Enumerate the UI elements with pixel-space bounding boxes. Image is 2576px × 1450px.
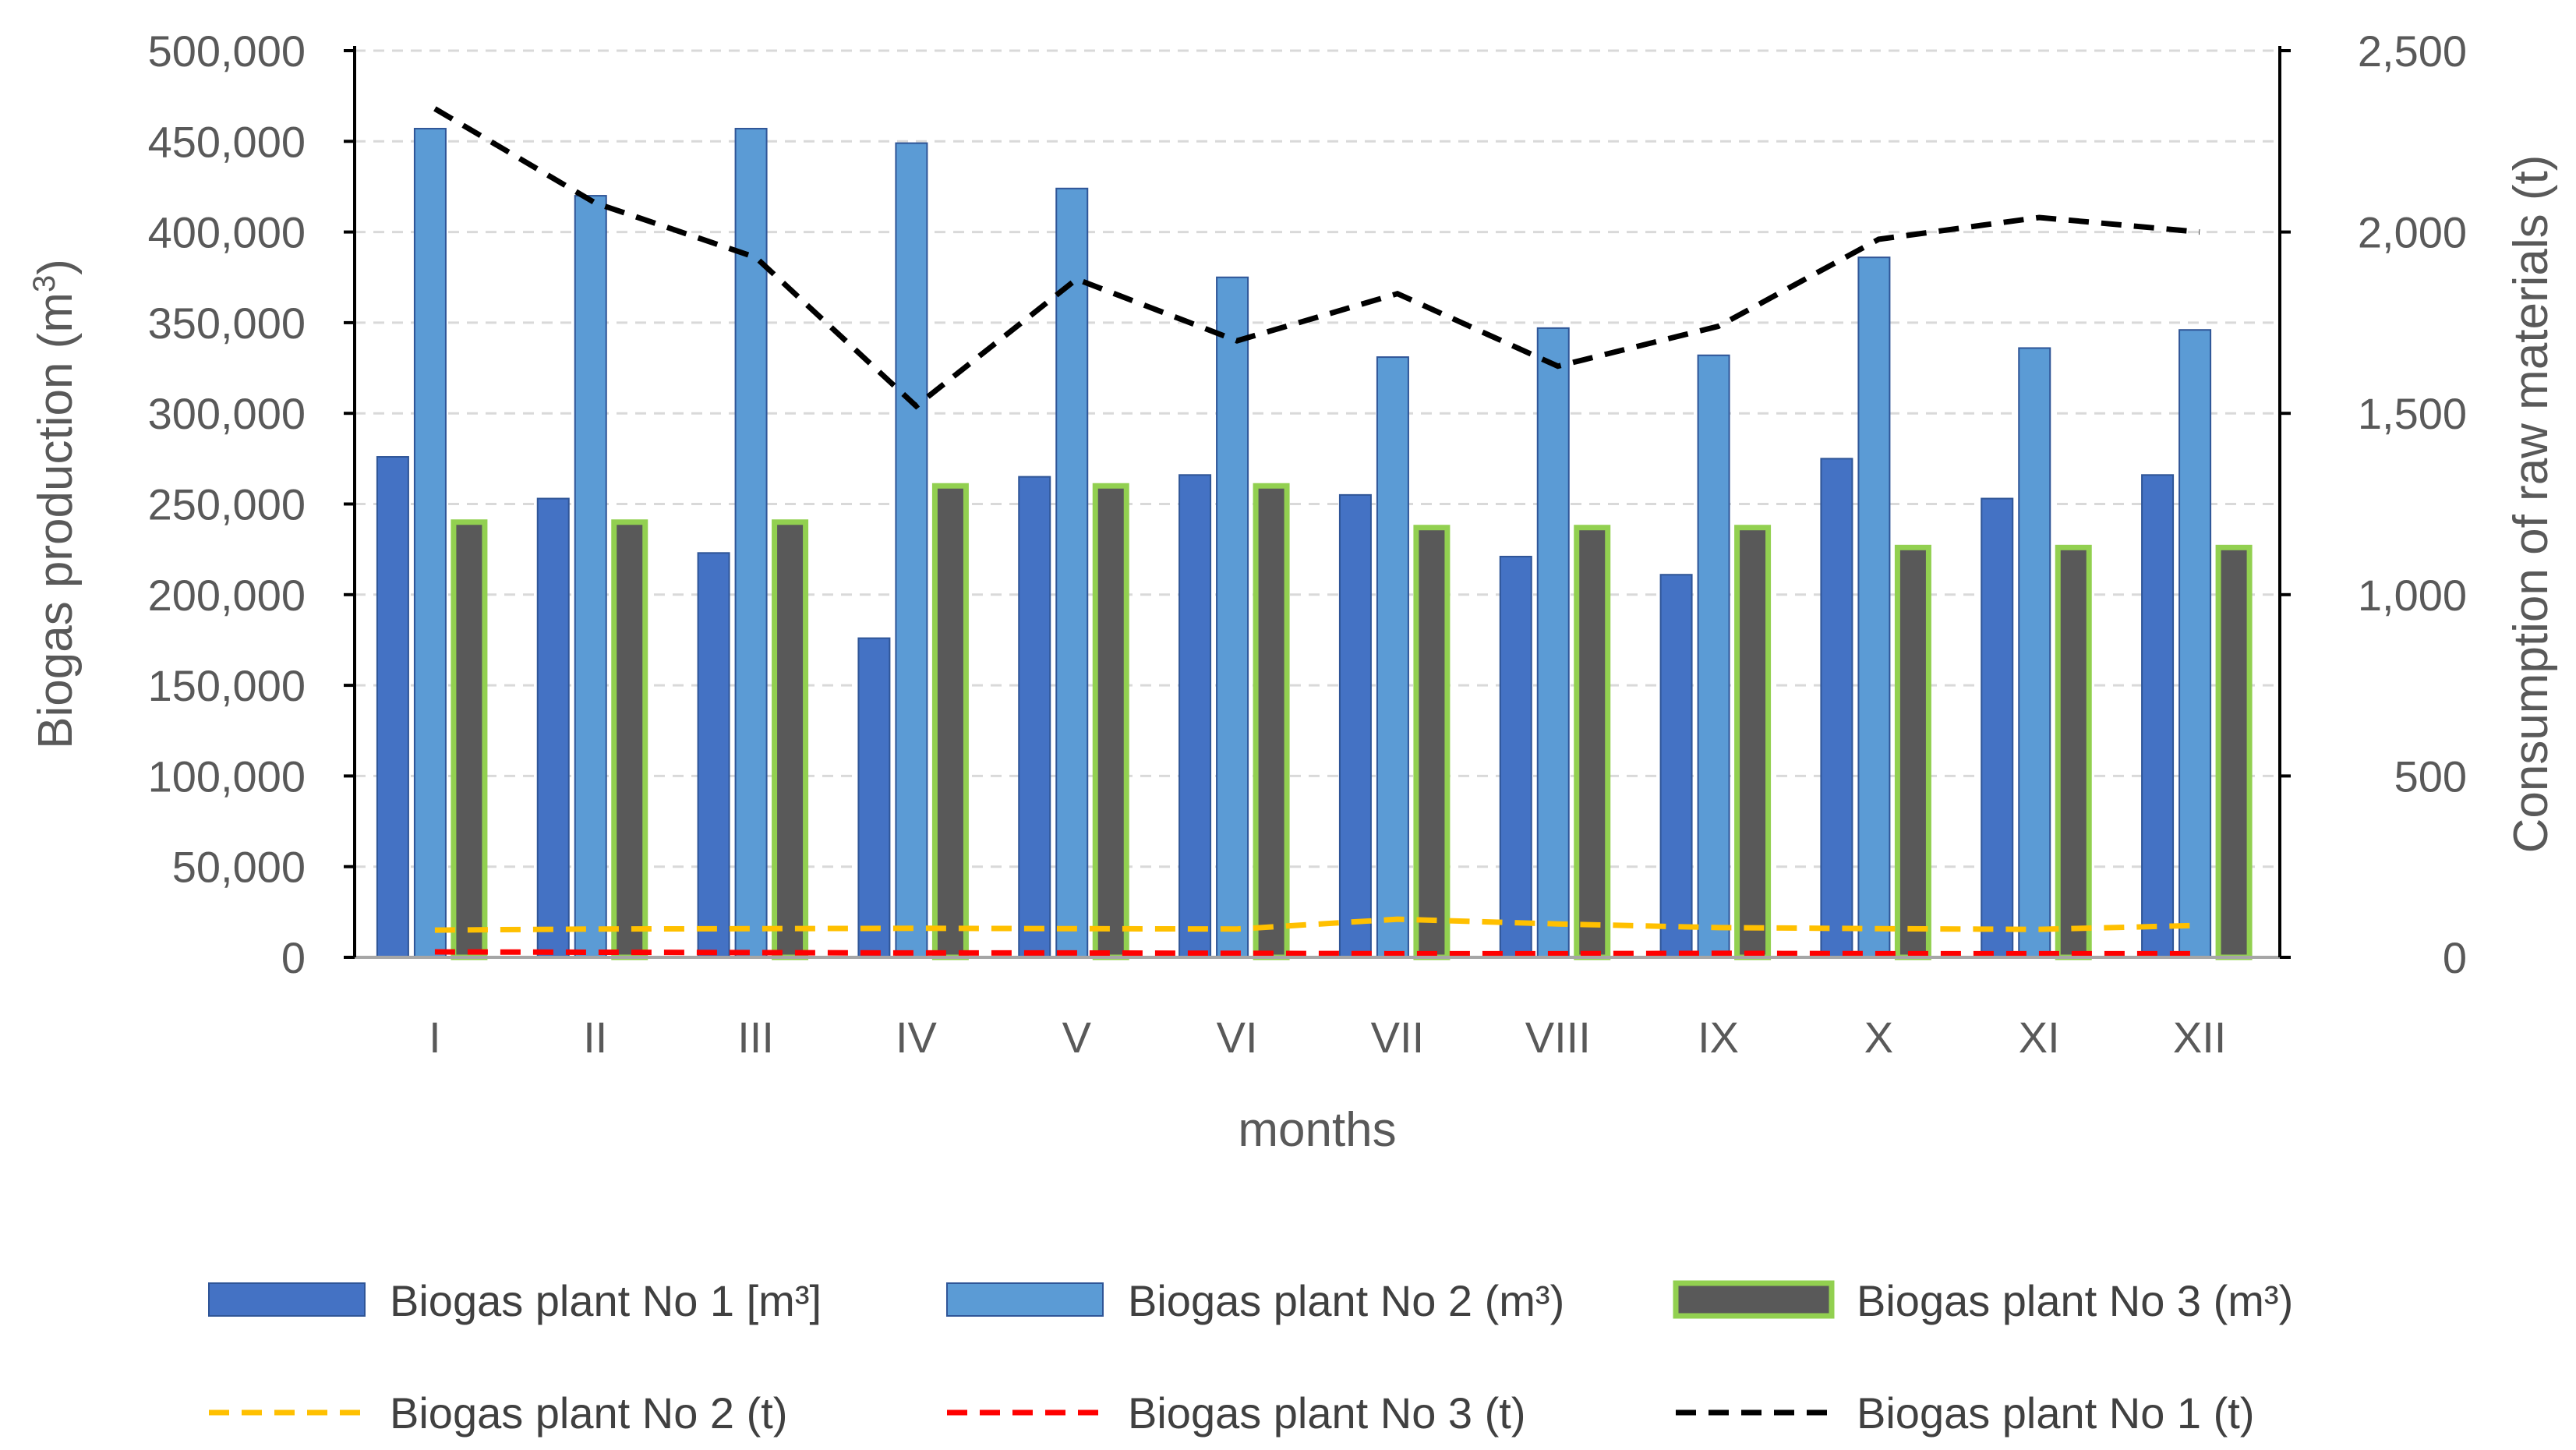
bar-1	[697, 552, 730, 958]
bar-3	[1092, 483, 1129, 960]
x-tick-label: I	[429, 1013, 441, 1062]
bar-1	[2141, 474, 2175, 958]
y2-tick-label: 2,500	[2358, 27, 2467, 76]
bar-2	[734, 128, 768, 959]
bar-1	[376, 456, 409, 958]
y2-tick-label: 1,000	[2358, 571, 2467, 620]
bar-3	[1574, 525, 1611, 960]
bar-1	[1820, 458, 1853, 958]
legend: Biogas plant No 1 [m³] Biogas plant No 2 …	[208, 1276, 2293, 1438]
legend-label: Biogas plant No 3 (m³)	[1857, 1276, 2293, 1325]
y-tick-label: 500,000	[148, 27, 306, 76]
bar-1	[1659, 574, 1693, 958]
y-tick-label: 250,000	[148, 480, 306, 529]
y2-tick-label: 2,000	[2358, 208, 2467, 257]
bar-2	[1857, 256, 1891, 958]
bar-3	[772, 519, 809, 960]
y2-tick-label: 1,500	[2358, 389, 2467, 438]
x-tick-label: VIII	[1525, 1013, 1591, 1062]
bar-3	[1253, 483, 1290, 960]
legend-swatch	[1673, 1280, 1835, 1319]
bar-3	[451, 519, 488, 960]
bar-2	[1697, 354, 1730, 958]
bar-3	[931, 483, 969, 960]
x-tick-label: IV	[896, 1013, 938, 1062]
y2-tick-label: 500	[2394, 752, 2467, 801]
legend-label: Biogas plant No 2 (t)	[390, 1388, 787, 1438]
bar-1	[1018, 476, 1051, 958]
y-tick-label: 0	[281, 933, 306, 982]
bar-2	[1536, 327, 1570, 958]
bar-1	[536, 497, 570, 958]
bar-1	[857, 637, 891, 959]
x-tick-label: VI	[1217, 1013, 1258, 1062]
legend-label: Biogas plant No 1 [m³]	[390, 1276, 822, 1325]
line-series-6	[433, 106, 2200, 410]
y-axis-title-superscript: 3	[27, 275, 62, 292]
bar-3	[2215, 544, 2253, 960]
y-tick-label: 100,000	[148, 752, 306, 801]
legend-swatch	[946, 1282, 1104, 1317]
bar-2	[895, 142, 928, 959]
bar-1	[1499, 555, 1532, 958]
bar-2	[574, 195, 607, 958]
y-tick-label: 150,000	[148, 661, 306, 710]
x-tick-label: VII	[1371, 1013, 1424, 1062]
y2-axis-title: Consumption of raw materials (t)	[2504, 155, 2558, 854]
legend-label: Biogas plant No 3 (t)	[1128, 1388, 1525, 1438]
axes	[344, 46, 2291, 959]
bar-2	[2178, 329, 2212, 959]
bar-3	[1894, 544, 1931, 960]
bar-2	[1376, 356, 1409, 958]
x-axis-title: months	[1238, 1103, 1396, 1157]
bar-1	[1981, 497, 2014, 958]
x-tick-label: XII	[2173, 1013, 2226, 1062]
bar-2	[1216, 276, 1249, 958]
tick-labels: 0 50,000 100,000 150,000 200,000 250,000 300,0…	[148, 27, 2467, 1062]
x-tick-label: II	[583, 1013, 607, 1062]
x-tick-label: X	[1864, 1013, 1893, 1062]
line-series-5	[434, 949, 2200, 957]
lines	[433, 106, 2200, 957]
y-tick-label: 350,000	[148, 299, 306, 348]
y-axis-title: Biogas production (m3)	[27, 259, 83, 749]
bars	[376, 128, 2253, 960]
y-tick-label: 400,000	[148, 208, 306, 257]
x-tick-label: IX	[1698, 1013, 1739, 1062]
bar-1	[1178, 474, 1212, 958]
y2-tick-label: 0	[2443, 933, 2467, 982]
y-axis-title-main: Biogas production (m	[29, 292, 83, 749]
gridlines	[355, 49, 2280, 868]
x-tick-label: V	[1062, 1013, 1092, 1062]
bar-3	[1734, 525, 1772, 960]
bar-2	[1055, 187, 1089, 958]
bar-3	[611, 519, 648, 960]
bar-2	[413, 128, 447, 959]
x-tick-label: XI	[2019, 1013, 2060, 1062]
legend-swatch	[208, 1282, 366, 1317]
bar-3	[2055, 544, 2092, 960]
y-tick-label: 200,000	[148, 571, 306, 620]
y-axis-title-end: )	[29, 259, 83, 275]
x-tick-label: III	[737, 1013, 774, 1062]
legend-label: Biogas plant No 2 (m³)	[1128, 1276, 1564, 1325]
legend-label: Biogas plant No 1 (t)	[1857, 1388, 2254, 1438]
y-tick-label: 50,000	[172, 843, 306, 892]
y-tick-label: 300,000	[148, 389, 306, 438]
axis-titles: months Biogas production (m3) Consumption …	[27, 155, 2558, 1157]
bar-1	[1338, 493, 1372, 958]
bar-3	[1413, 525, 1451, 960]
y-tick-label: 450,000	[148, 117, 306, 166]
bar-2	[2018, 347, 2051, 958]
